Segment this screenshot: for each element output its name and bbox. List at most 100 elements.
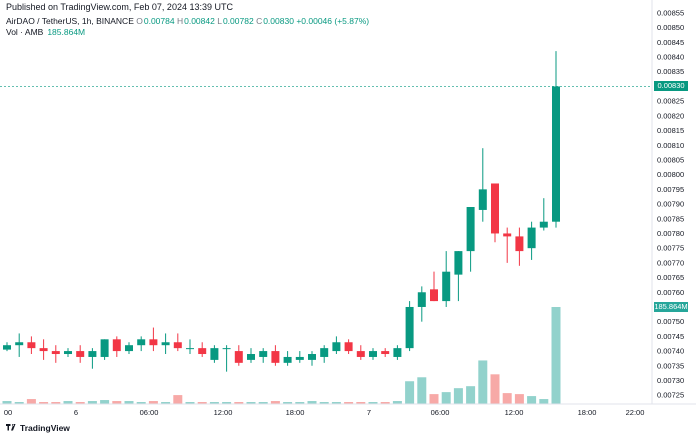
candle-body[interactable] <box>320 348 329 357</box>
candle-body[interactable] <box>430 289 438 302</box>
volume-bar <box>319 402 329 404</box>
candle-body[interactable] <box>222 348 231 350</box>
candle-body[interactable] <box>503 233 512 237</box>
volume-bar <box>283 402 293 404</box>
candle-body[interactable] <box>112 339 121 352</box>
candle-body[interactable] <box>173 342 182 349</box>
volume-bar <box>173 395 183 404</box>
candle-body[interactable] <box>247 354 255 360</box>
volume-bar <box>14 402 24 404</box>
volume-bar <box>26 399 36 404</box>
volume-bar <box>392 401 402 404</box>
candle-body[interactable] <box>527 227 536 249</box>
volume-bar <box>185 402 195 404</box>
candle-body[interactable] <box>405 306 414 349</box>
candle-body[interactable] <box>15 342 24 346</box>
price-tick-label: 0.00760 <box>657 288 684 297</box>
price-tick-label: 0.00850 <box>657 23 684 32</box>
time-tick-label: 06:00 <box>140 408 159 417</box>
candle-body[interactable] <box>295 356 304 360</box>
price-tick-label: 0.00795 <box>657 185 684 194</box>
time-tick-label: 18:00 <box>578 408 597 417</box>
candle-body[interactable] <box>356 351 365 357</box>
volume-bar <box>417 377 427 404</box>
time-tick-label: 12:00 <box>214 408 233 417</box>
price-axis[interactable]: 0.00855 0.00850 0.00845 0.00840 0.00835 0.008… <box>651 0 684 404</box>
price-tick-label: 0.00855 <box>657 8 684 17</box>
volume-bar <box>222 402 232 404</box>
time-axis[interactable]: 00 6 06:00 12:00 18:00 7 06:00 12:00 18:00 22:00 <box>0 403 696 417</box>
volume-bar <box>209 402 219 404</box>
price-tick-label: 0.00785 <box>657 214 684 223</box>
price-tick-label: 0.00840 <box>657 53 684 62</box>
candle-body[interactable] <box>539 221 548 228</box>
legend-volume: Vol · AMB 185.864M <box>6 27 85 37</box>
volume-bar <box>331 402 341 404</box>
open-value: 0.00784 <box>143 16 175 26</box>
candle-body[interactable] <box>210 348 219 360</box>
volume-bar <box>197 402 207 404</box>
open-label: O <box>136 16 143 26</box>
candle-body[interactable] <box>283 356 292 363</box>
volume-bar <box>429 394 439 404</box>
volume-bar <box>63 401 73 404</box>
candle-body[interactable] <box>466 207 475 252</box>
price-tick-label: 0.00800 <box>657 170 684 179</box>
candle-body[interactable] <box>3 345 11 350</box>
candle-body[interactable] <box>39 348 48 352</box>
candle-body[interactable] <box>198 348 207 355</box>
time-tick-label: 22:00 <box>626 408 645 417</box>
time-tick-label: 18:00 <box>286 408 305 417</box>
candle-body[interactable] <box>125 345 133 352</box>
time-tick-label: 00 <box>4 408 12 417</box>
candle-body[interactable] <box>369 351 377 357</box>
candle-body[interactable] <box>442 271 451 302</box>
volume-bar <box>51 402 61 404</box>
volume-bar <box>100 400 110 404</box>
candle-body[interactable] <box>100 339 109 357</box>
candle-body[interactable] <box>259 351 268 357</box>
price-tick-label: 0.00790 <box>657 200 684 209</box>
price-tick-label: 0.00815 <box>657 126 684 135</box>
candle-body[interactable] <box>149 339 158 346</box>
volume-value: 185.864M <box>47 27 86 37</box>
candle-body[interactable] <box>137 339 146 346</box>
volume-bar <box>551 307 561 404</box>
volume-bar <box>380 402 390 404</box>
volume-bar <box>75 402 85 404</box>
candle-body[interactable] <box>417 292 426 307</box>
candle-body[interactable] <box>491 183 499 234</box>
volume-bar <box>453 388 463 404</box>
close-value: 0.00830 <box>263 16 294 26</box>
volume-bar <box>466 386 476 404</box>
candle-body[interactable] <box>76 351 85 357</box>
footer-brand[interactable]: TradingView <box>6 423 70 433</box>
candle-body[interactable] <box>454 251 463 275</box>
candle-body[interactable] <box>381 351 390 355</box>
candle-body[interactable] <box>88 351 97 357</box>
candle-body[interactable] <box>308 354 316 360</box>
price-tick-label: 0.00825 <box>657 97 684 106</box>
candle-body[interactable] <box>332 342 341 352</box>
candle-body[interactable] <box>64 351 72 355</box>
candle-body[interactable] <box>161 342 170 346</box>
candle-body[interactable] <box>234 351 243 363</box>
candle-body[interactable] <box>186 348 194 350</box>
candle-body[interactable] <box>27 342 36 349</box>
candlesticks <box>3 51 560 372</box>
candle-body[interactable] <box>552 86 560 222</box>
volume-bar <box>246 402 256 404</box>
candle-body[interactable] <box>515 236 524 252</box>
candle-body[interactable] <box>271 351 280 363</box>
volume-label[interactable]: Vol · AMB <box>6 27 44 37</box>
volume-bar <box>258 402 268 404</box>
candle-body[interactable] <box>344 342 353 352</box>
high-label: H <box>176 16 184 26</box>
candle-body[interactable] <box>51 351 60 355</box>
price-tick-label: 0.00845 <box>657 38 684 47</box>
symbol-name[interactable]: AirDAO / TetherUS, 1h, BINANCE <box>6 16 134 26</box>
volume-bars <box>2 307 561 404</box>
candle-body[interactable] <box>478 189 487 210</box>
candle-body[interactable] <box>393 348 402 357</box>
